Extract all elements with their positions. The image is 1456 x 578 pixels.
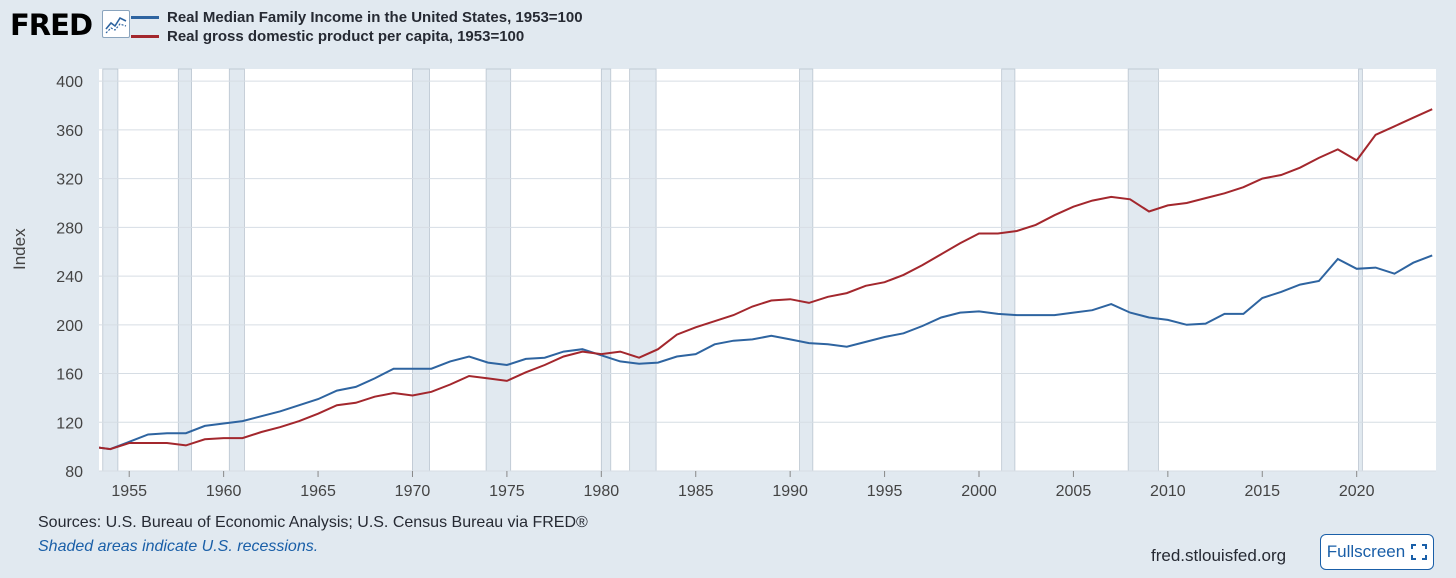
expand-icon	[1411, 544, 1428, 560]
legend-label-gdp: Real gross domestic product per capita, …	[167, 28, 525, 45]
x-tick-label: 2000	[961, 483, 997, 500]
y-tick-label: 120	[56, 415, 83, 432]
recession-band-7	[799, 68, 814, 472]
site-url[interactable]: fred.stlouisfed.org	[1151, 546, 1287, 565]
recession-band-4	[485, 68, 512, 472]
x-tick-label: 1960	[206, 483, 242, 500]
legend-label-income: Real Median Family Income in the United …	[167, 9, 583, 26]
y-tick-label: 160	[56, 367, 83, 384]
recession-note: Shaded areas indicate U.S. recessions.	[38, 538, 319, 555]
x-tick-label: 1985	[678, 483, 714, 500]
x-tick-label: 1970	[395, 483, 431, 500]
chart-area: 80 120 160 200 240 280 320 360 400 1955 1960 1965 19…	[56, 68, 1436, 500]
legend-swatch-income	[131, 16, 159, 19]
x-tick-label: 1965	[300, 483, 336, 500]
fullscreen-label: Fullscreen	[1326, 542, 1406, 561]
fullscreen-button[interactable]: Fullscreen	[1320, 534, 1434, 570]
x-tick-label: 2015	[1244, 483, 1280, 500]
line-chart-icon	[102, 10, 130, 38]
legend-item-income[interactable]: Real Median Family Income in the United …	[131, 8, 583, 27]
y-tick-label: 200	[56, 318, 83, 335]
x-tick-label: 1995	[867, 483, 903, 500]
fred-logo[interactable]: FRED	[10, 8, 93, 42]
recession-band-2	[228, 68, 245, 472]
legend: Real Median Family Income in the United …	[131, 8, 583, 46]
sources-text: Sources: U.S. Bureau of Economic Analysi…	[38, 514, 588, 531]
y-tick-label: 360	[56, 123, 83, 140]
y-tick-label: 280	[56, 220, 83, 237]
x-tick-label: 2020	[1339, 483, 1375, 500]
recession-band-8	[1001, 68, 1016, 472]
recession-band-1	[177, 68, 192, 472]
y-tick-label: 240	[56, 269, 83, 286]
plot-background	[99, 69, 1436, 471]
recession-band-6	[629, 68, 657, 472]
series-line-gdp	[99, 108, 1433, 451]
x-tick-label: 1980	[584, 483, 620, 500]
recession-band-3	[412, 68, 430, 472]
x-tick-label: 2010	[1150, 483, 1186, 500]
x-tick-label: 1975	[489, 483, 525, 500]
x-tick-label: 2005	[1056, 483, 1092, 500]
recession-band-5	[600, 68, 612, 472]
recession-band-10	[1358, 68, 1363, 472]
series-line-income	[99, 254, 1433, 451]
y-tick-label: 400	[56, 74, 83, 91]
y-tick-label: 80	[65, 464, 83, 481]
legend-swatch-gdp	[131, 35, 159, 38]
x-tick-label: 1990	[772, 483, 808, 500]
recession-band-0	[102, 68, 119, 472]
y-tick-label: 320	[56, 172, 83, 189]
recession-band-9	[1127, 68, 1159, 472]
legend-item-gdp[interactable]: Real gross domestic product per capita, …	[131, 27, 583, 46]
x-tick-label: 1955	[111, 483, 147, 500]
